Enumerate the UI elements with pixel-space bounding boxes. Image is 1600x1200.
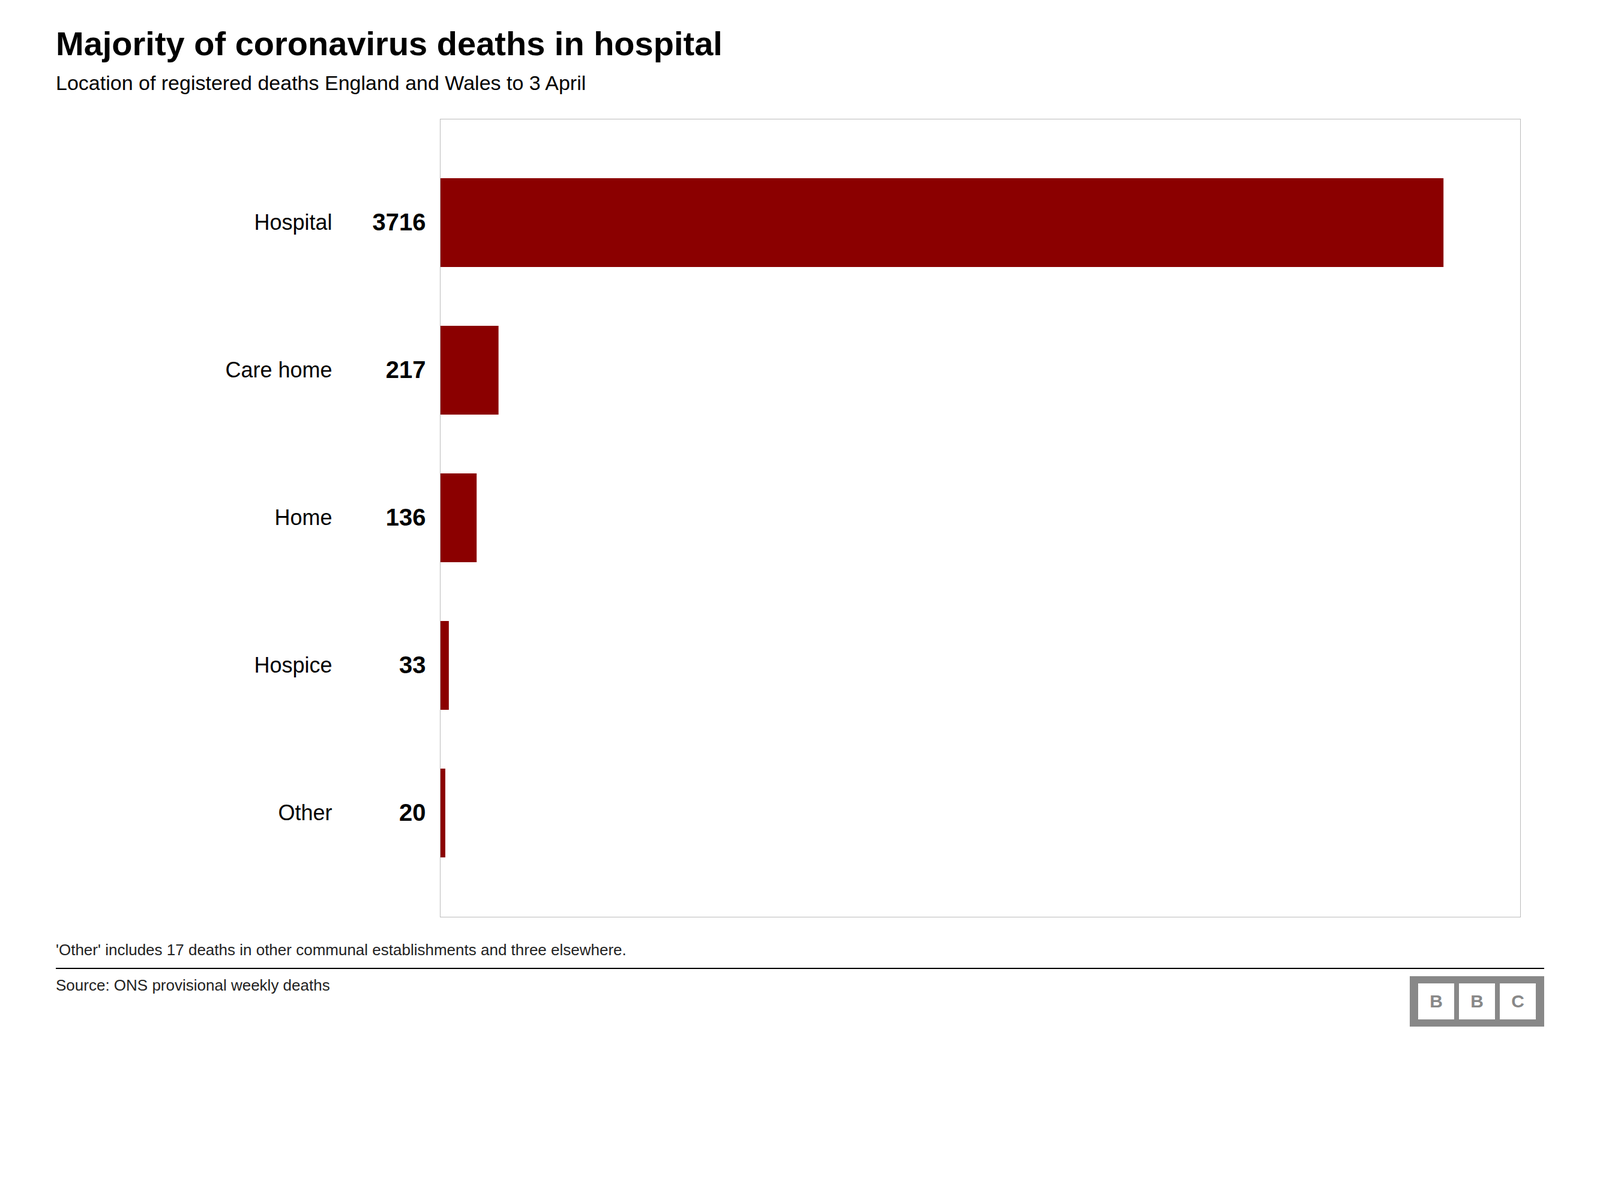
svg-text:Other: Other [277,800,332,826]
svg-text:Hospice: Hospice [253,652,332,678]
svg-text:20: 20 [399,799,427,826]
html-text:B: B [1429,991,1443,1012]
svg-text:Care home: Care home [225,357,332,383]
svg-text:3716: 3716 [372,208,427,236]
svg-text:136: 136 [385,504,427,531]
html-text:Majority of coronavirus deaths: Majority of coronavirus deaths in hospit… [55,24,723,63]
svg-text:33: 33 [399,651,427,679]
html-text:Source: ONS provisional weekly: Source: ONS provisional weekly deaths [55,976,330,995]
html-text:'Other' includes 17 deaths in: 'Other' includes 17 deaths in other comm… [55,941,627,960]
svg-text:217: 217 [385,356,427,383]
svg-text:Hospital: Hospital [253,210,332,235]
svg-text:Home: Home [274,505,332,530]
html-text:Location of registered deaths: Location of registered deaths England an… [55,71,586,95]
html-text:B: B [1470,991,1484,1012]
html-text:C: C [1511,991,1525,1012]
